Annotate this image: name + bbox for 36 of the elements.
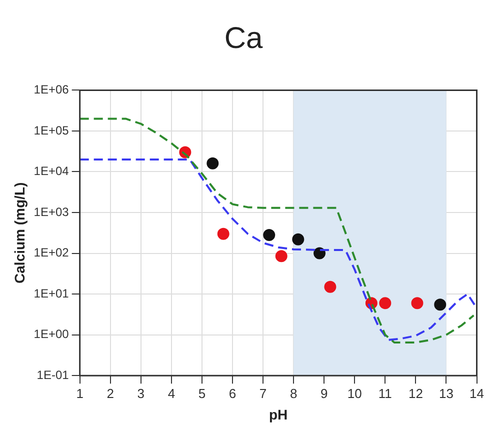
x-tick-label: 9 (320, 386, 328, 401)
line-series (80, 118, 475, 344)
x-tick-label: 14 (470, 386, 484, 401)
x-axis-title: pH (268, 406, 288, 422)
point (434, 298, 446, 311)
x-tick-label: 13 (439, 386, 454, 401)
y-tick-label: 1E+00 (34, 327, 70, 342)
y-tick-label: 1E+01 (34, 286, 70, 300)
point (379, 297, 392, 310)
y-tick-label: 1E+06 (34, 82, 70, 97)
point (217, 228, 230, 240)
x-tick-label: 7 (259, 386, 267, 401)
x-tick-label: 1 (76, 386, 84, 401)
chart-title: Ca (223, 22, 264, 56)
y-tick-label: 1E-01 (36, 368, 70, 382)
point (275, 250, 288, 262)
point (206, 157, 219, 170)
y-tick-label: 1E+04 (34, 164, 70, 178)
point (411, 297, 424, 310)
y-tick-label: 1E+02 (34, 246, 70, 260)
y-tick-label: 1E+05 (34, 123, 70, 138)
y-tick-label: 1E+03 (34, 204, 70, 219)
point (324, 280, 336, 293)
x-tick-label: 4 (168, 386, 176, 401)
x-tick-label: 8 (290, 386, 298, 401)
point (263, 229, 276, 242)
x-tick-label: 11 (378, 386, 392, 401)
x-tick-label: 2 (106, 386, 114, 401)
point (292, 233, 304, 246)
x-tick-label: 5 (198, 386, 206, 401)
x-tick-label: 3 (137, 386, 145, 401)
point (314, 247, 326, 260)
x-tick-label: 12 (408, 386, 423, 401)
y-axis-title: Calcium (mg/L) (11, 182, 28, 284)
x-tick-label: 6 (228, 386, 236, 401)
x-tick-label: 10 (347, 386, 362, 401)
